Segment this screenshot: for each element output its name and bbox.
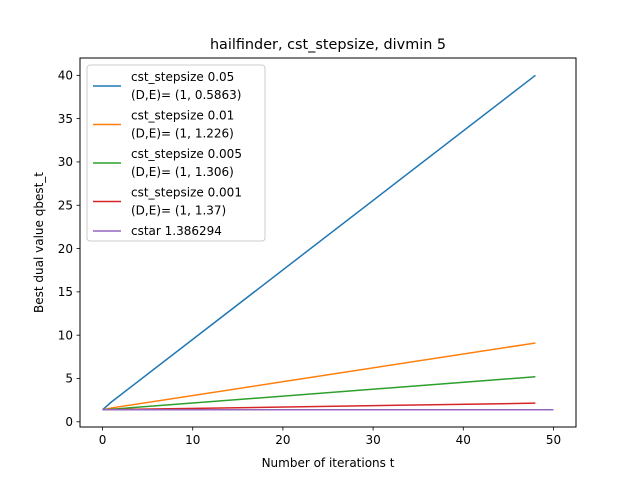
y-tick-label: 35 [58, 112, 73, 126]
y-tick-label: 10 [58, 328, 73, 342]
series-line-3 [102, 402, 536, 411]
x-tick-label: 50 [546, 433, 561, 447]
y-tick-label: 30 [58, 155, 73, 169]
x-tick-label: 40 [456, 433, 471, 447]
legend-box [86, 64, 266, 242]
y-tick-label: 15 [58, 285, 73, 299]
y-tick-label: 0 [65, 415, 73, 429]
x-tick-label: 0 [99, 433, 107, 447]
x-tick-label: 30 [365, 433, 380, 447]
y-tick-label: 20 [58, 242, 73, 256]
legend-label-4: cstar 1.386294 [131, 224, 222, 238]
axis-ticks: 0 10 20 30 40 50 0 5 10 15 20 25 30 35 40 [58, 69, 561, 447]
legend-label-3: cst_stepsize 0.001 [131, 186, 242, 200]
y-tick-label: 25 [58, 198, 73, 212]
legend-label-0: cst_stepsize 0.05 [131, 70, 234, 84]
y-tick-label: 5 [65, 372, 73, 386]
axes-frame [79, 57, 577, 428]
x-axis-label: Number of iterations t [262, 456, 395, 470]
y-tick-label: 40 [58, 69, 73, 83]
chart-title: hailfinder, cst_stepsize, divmin 5 [210, 37, 446, 53]
plot-area [102, 74, 554, 411]
legend-sublabel-2: (D,E)= (1, 1.306) [131, 165, 234, 179]
legend-label-1: cst_stepsize 0.01 [131, 109, 234, 123]
series-line-0 [102, 74, 536, 411]
legend-label-2: cst_stepsize 0.005 [131, 147, 242, 161]
legend-sublabel-1: (D,E)= (1, 1.226) [131, 127, 234, 141]
legend: cst_stepsize 0.05 (D,E)= (1, 0.5863) cst_s… [86, 64, 266, 242]
x-tick-label: 10 [185, 433, 200, 447]
y-axis-label: Best dual value qbest_t [32, 172, 46, 313]
legend-sublabel-3: (D,E)= (1, 1.37) [131, 204, 226, 218]
x-tick-label: 20 [275, 433, 290, 447]
legend-sublabel-0: (D,E)= (1, 0.5863) [131, 88, 241, 102]
